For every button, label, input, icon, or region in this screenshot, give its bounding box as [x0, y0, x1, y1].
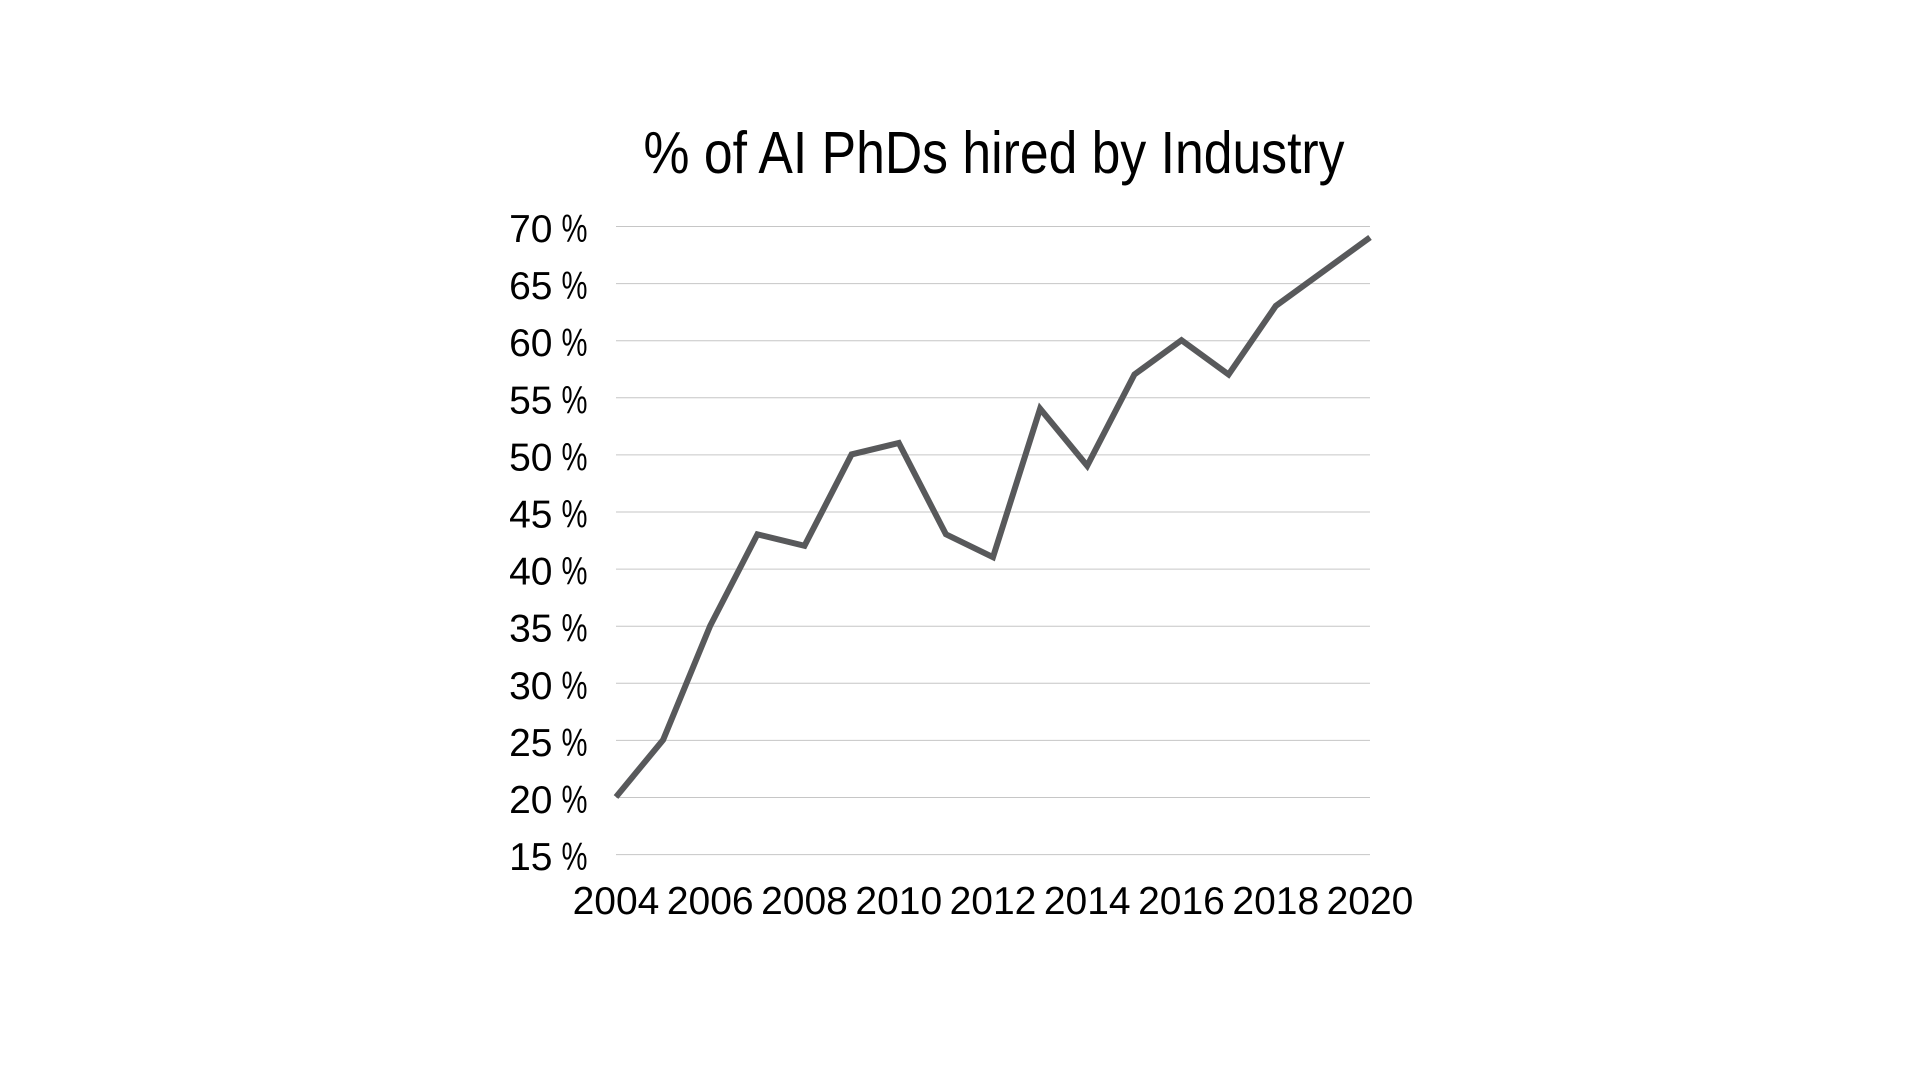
- svg-text:20: 20: [509, 779, 552, 822]
- svg-text:2006: 2006: [667, 880, 754, 923]
- svg-text:60: 60: [509, 322, 552, 365]
- svg-text:55: 55: [509, 379, 552, 422]
- svg-text:2014: 2014: [1044, 880, 1131, 923]
- svg-text:%: %: [562, 265, 588, 308]
- svg-text:%: %: [562, 836, 588, 879]
- svg-text:2010: 2010: [855, 880, 942, 923]
- svg-text:%: %: [562, 494, 588, 537]
- svg-text:45: 45: [509, 494, 552, 537]
- svg-text:25: 25: [509, 722, 552, 765]
- svg-text:35: 35: [509, 608, 552, 651]
- svg-text:65: 65: [509, 265, 552, 308]
- svg-text:50: 50: [509, 436, 552, 479]
- svg-text:%: %: [562, 665, 588, 708]
- svg-text:%: %: [562, 208, 588, 251]
- svg-text:%: %: [562, 436, 588, 479]
- svg-text:2012: 2012: [950, 880, 1037, 923]
- svg-text:2004: 2004: [573, 880, 660, 923]
- svg-text:%: %: [562, 722, 588, 765]
- svg-text:2018: 2018: [1232, 880, 1319, 923]
- svg-text:%: %: [562, 322, 588, 365]
- svg-text:%: %: [562, 551, 588, 594]
- svg-text:30: 30: [509, 665, 552, 708]
- svg-text:%: %: [562, 379, 588, 422]
- svg-text:%: %: [562, 779, 588, 822]
- svg-text:% of AI PhDs hired by Industry: % of AI PhDs hired by Industry: [644, 120, 1345, 186]
- svg-text:15: 15: [509, 836, 552, 879]
- svg-text:2020: 2020: [1327, 880, 1414, 923]
- svg-text:%: %: [562, 608, 588, 651]
- svg-text:70: 70: [509, 208, 552, 251]
- svg-text:2008: 2008: [761, 880, 848, 923]
- svg-text:40: 40: [509, 551, 552, 594]
- svg-text:2016: 2016: [1138, 880, 1225, 923]
